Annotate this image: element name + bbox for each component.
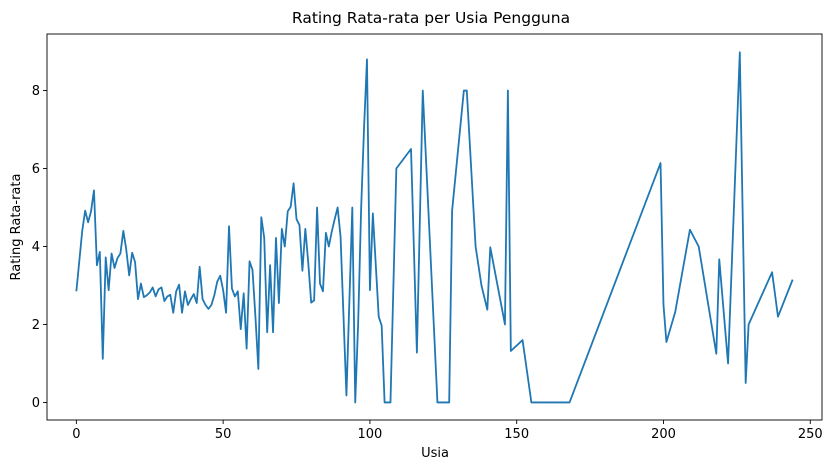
y-axis: 0 2 4 6 8 bbox=[32, 84, 47, 411]
series-line-1 bbox=[75, 51, 794, 404]
plot-area bbox=[75, 51, 794, 404]
y-tick-label: 8 bbox=[32, 84, 40, 99]
y-tick-label: 2 bbox=[32, 318, 40, 333]
x-axis: 0 50 100 150 200 250 bbox=[72, 420, 823, 442]
x-tick-label: 0 bbox=[72, 427, 80, 442]
x-tick-label: 150 bbox=[504, 427, 529, 442]
x-axis-label: Usia bbox=[421, 446, 449, 461]
y-axis-label: Rating Rata-rata bbox=[9, 174, 24, 281]
y-tick-label: 0 bbox=[32, 396, 40, 411]
plot-frame bbox=[46, 33, 823, 421]
x-tick-label: 50 bbox=[215, 427, 232, 442]
x-tick-label: 200 bbox=[651, 427, 676, 442]
chart-title: Rating Rata-rata per Usia Pengguna bbox=[292, 9, 570, 27]
y-tick-label: 6 bbox=[32, 162, 40, 177]
y-tick-label: 4 bbox=[32, 240, 40, 255]
x-tick-label: 100 bbox=[358, 427, 383, 442]
x-tick-label: 250 bbox=[798, 427, 823, 442]
